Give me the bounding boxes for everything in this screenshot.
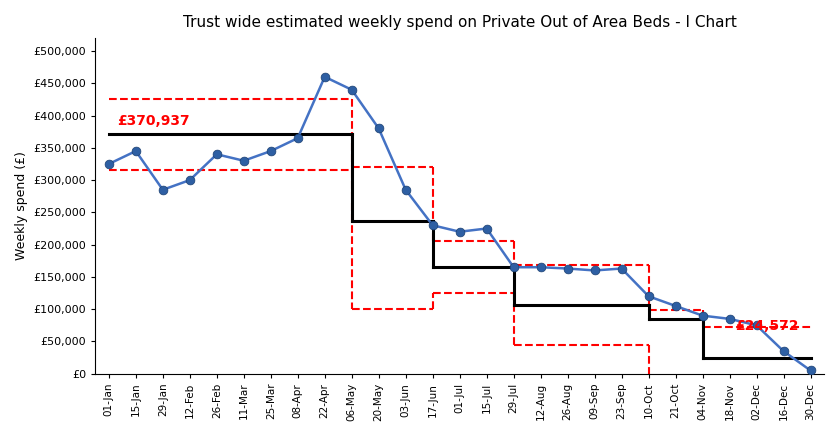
Point bbox=[102, 160, 116, 167]
Point bbox=[480, 225, 493, 232]
Y-axis label: Weekly spend (£): Weekly spend (£) bbox=[15, 151, 28, 260]
Point bbox=[804, 367, 817, 374]
Point bbox=[777, 347, 790, 354]
Point bbox=[264, 147, 278, 154]
Point bbox=[345, 86, 358, 93]
Point bbox=[372, 125, 385, 132]
Point bbox=[318, 73, 331, 80]
Point bbox=[750, 322, 763, 329]
Point bbox=[696, 312, 709, 319]
Point bbox=[129, 147, 143, 154]
Point bbox=[507, 264, 520, 271]
Text: £370,937: £370,937 bbox=[117, 114, 190, 128]
Point bbox=[237, 157, 251, 164]
Point bbox=[561, 265, 575, 272]
Point bbox=[399, 186, 413, 193]
Point bbox=[588, 267, 602, 274]
Title: Trust wide estimated weekly spend on Private Out of Area Beds - I Chart: Trust wide estimated weekly spend on Pri… bbox=[183, 15, 737, 30]
Point bbox=[426, 222, 440, 229]
Point bbox=[615, 265, 628, 272]
Point bbox=[210, 151, 223, 158]
Point bbox=[453, 228, 466, 235]
Point bbox=[534, 264, 547, 271]
Point bbox=[291, 135, 305, 142]
Point bbox=[669, 303, 682, 310]
Point bbox=[642, 293, 655, 300]
Point bbox=[156, 186, 169, 193]
Point bbox=[723, 315, 737, 322]
Point bbox=[183, 177, 196, 184]
Text: £24,572: £24,572 bbox=[735, 319, 799, 333]
